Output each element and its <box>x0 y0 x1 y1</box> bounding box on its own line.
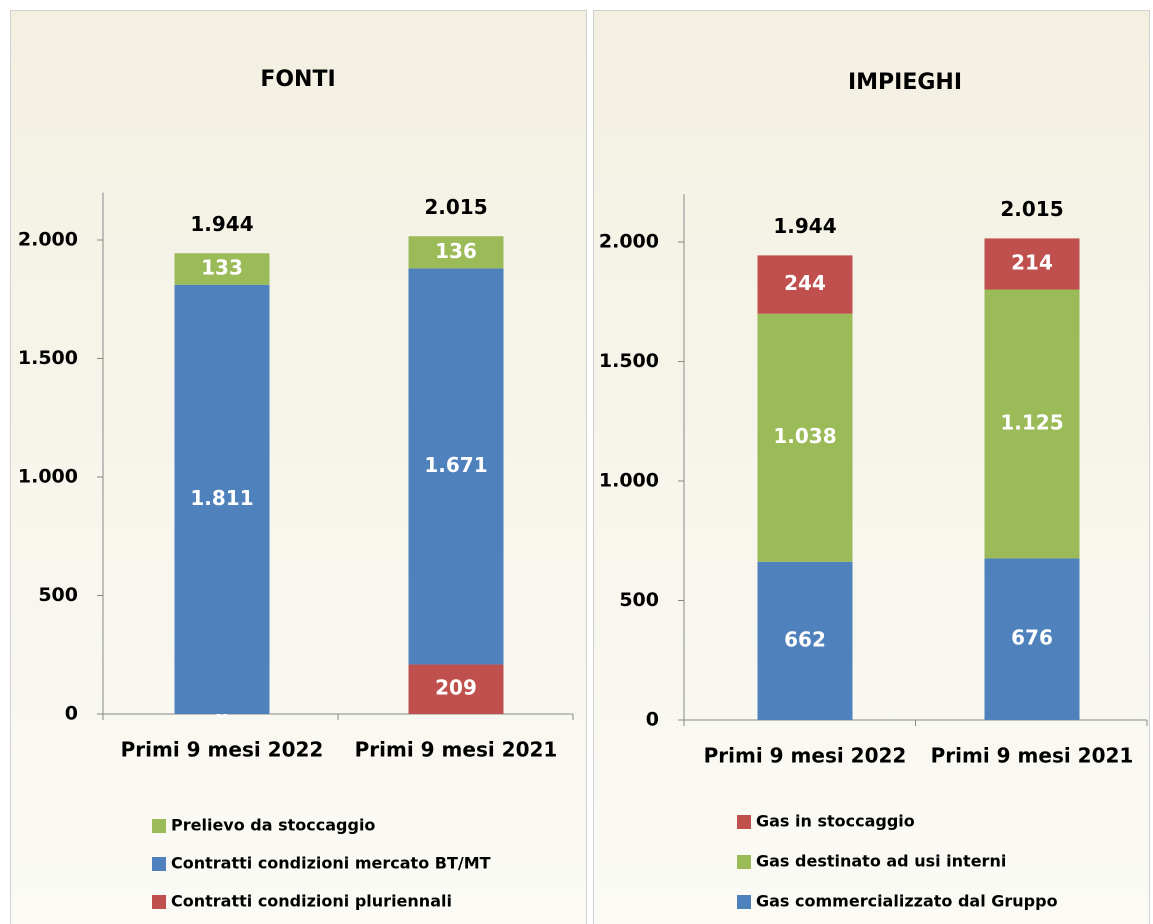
legend-label: Contratti condizioni pluriennali <box>171 892 452 911</box>
y-tick-label: 0 <box>646 709 659 731</box>
bar-segment <box>174 253 270 285</box>
y-tick-label: 500 <box>619 589 659 611</box>
legend-label: Prelievo da stoccaggio <box>171 816 375 835</box>
bar-segment <box>408 236 504 269</box>
data-label: 1.125 <box>1000 410 1063 434</box>
data-label: 214 <box>1011 250 1053 274</box>
legend-swatch <box>737 815 751 829</box>
y-tick-label: 1.000 <box>18 466 78 488</box>
y-tick-label: 1.000 <box>599 470 659 492</box>
bar-segment <box>984 238 1080 290</box>
data-label: 136 <box>435 239 477 263</box>
legend-label: Contratti condizioni mercato BT/MT <box>171 854 491 873</box>
legend-label: Gas in stoccaggio <box>756 812 915 831</box>
y-tick-label: 2.000 <box>18 229 78 251</box>
x-tick-label: Primi 9 mesi 2021 <box>931 744 1134 768</box>
y-tick-label: 500 <box>38 584 78 606</box>
total-label: 2.015 <box>1000 197 1063 221</box>
legend-swatch <box>737 895 751 909</box>
y-tick-label: 1.500 <box>599 350 659 372</box>
chart-title: IMPIEGHI <box>848 70 962 95</box>
bar-segment <box>757 255 853 314</box>
legend-swatch <box>152 819 166 833</box>
legend-swatch <box>737 855 751 869</box>
bar-segment <box>757 313 853 562</box>
x-tick-label: Primi 9 mesi 2021 <box>355 738 558 762</box>
total-label: 2.015 <box>424 195 487 219</box>
bar-segment <box>984 289 1080 559</box>
legend-label: Gas destinato ad usi interni <box>756 852 1006 871</box>
legend-swatch <box>152 895 166 909</box>
total-label: 1.944 <box>190 212 253 236</box>
legend-label: Gas commercializzato dal Gruppo <box>756 892 1058 911</box>
bar-segment <box>408 268 504 665</box>
bar-segment <box>984 558 1080 720</box>
x-tick-label: Primi 9 mesi 2022 <box>121 738 324 762</box>
data-label: 1.038 <box>773 424 836 448</box>
y-tick-label: 0 <box>65 703 78 725</box>
legend-swatch <box>152 857 166 871</box>
data-label: 676 <box>1011 626 1053 650</box>
data-label: 133 <box>201 256 243 280</box>
data-label: 209 <box>435 676 477 700</box>
data-label: 1.671 <box>424 453 487 477</box>
bar-segment <box>174 284 270 714</box>
y-tick-label: 2.000 <box>599 231 659 253</box>
bar-segment <box>408 664 504 714</box>
y-tick-label: 1.500 <box>18 347 78 369</box>
x-tick-label: Primi 9 mesi 2022 <box>704 744 907 768</box>
data-label: 1.811 <box>190 486 253 510</box>
total-label: 1.944 <box>773 214 836 238</box>
data-label: 244 <box>784 271 826 295</box>
data-label: 662 <box>784 627 826 651</box>
chart-title: FONTI <box>260 67 335 92</box>
bar-segment <box>757 561 853 720</box>
